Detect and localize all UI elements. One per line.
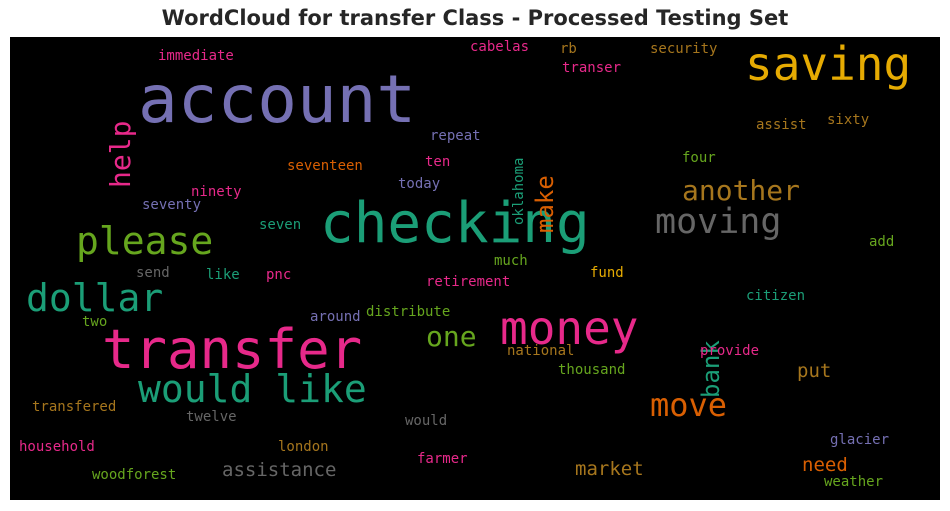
wordcloud-word: around	[310, 309, 361, 325]
wordcloud-word: household	[19, 439, 95, 455]
wordcloud-word: fund	[590, 265, 624, 281]
wordcloud-word: security	[650, 41, 718, 57]
wordcloud-word: need	[802, 454, 848, 476]
wordcloud-word: distribute	[366, 304, 451, 320]
wordcloud-word: sixty	[827, 112, 870, 128]
wordcloud-word: cabelas	[470, 39, 530, 55]
wordcloud-word: send	[136, 265, 170, 281]
wordcloud-word: checking	[320, 191, 590, 256]
wordcloud-word: citizen	[746, 288, 806, 304]
wordcloud-word: immediate	[158, 48, 234, 64]
wordcloud-word: assistance	[222, 459, 337, 481]
wordcloud-word: oklahoma	[511, 157, 527, 226]
wordcloud-word: put	[797, 360, 832, 382]
wordcloud-word: much	[494, 253, 528, 269]
wordcloud-word: would like	[138, 367, 367, 411]
wordcloud-word: market	[575, 458, 644, 480]
wordcloud-word: seven	[259, 217, 302, 233]
wordcloud-word: four	[682, 150, 716, 166]
wordcloud-word: london	[278, 439, 329, 455]
wordcloud-word: saving	[745, 37, 912, 91]
wordcloud-word: national	[507, 343, 575, 359]
wordcloud-word: glacier	[830, 432, 890, 448]
wordcloud-word: repeat	[430, 128, 481, 144]
wordcloud-word: account	[138, 61, 417, 138]
wordcloud-word: money	[500, 301, 639, 355]
wordcloud-word: today	[398, 176, 441, 192]
wordcloud-word: add	[869, 234, 895, 250]
wordcloud-word: woodforest	[92, 467, 177, 483]
wordcloud-word: pnc	[266, 267, 292, 283]
wordcloud-word: one	[426, 320, 477, 353]
wordcloud-word: seventeen	[287, 158, 363, 174]
wordcloud-word: another	[682, 174, 801, 207]
wordcloud-word: farmer	[417, 451, 468, 467]
wordcloud-word: ten	[425, 154, 451, 170]
wordcloud-word: dollar	[26, 276, 164, 320]
wordcloud-word: two	[82, 314, 108, 330]
wordcloud-word: transer	[562, 60, 622, 76]
wordcloud-word: provide	[700, 343, 760, 359]
wordcloud-word: help	[104, 120, 137, 189]
wordcloud-word: seventy	[142, 197, 202, 213]
wordcloud-word: make	[531, 174, 559, 233]
wordcloud-word: transfer	[102, 318, 363, 381]
wordcloud-word: assist	[756, 117, 807, 133]
wordcloud-word: please	[76, 219, 214, 263]
wordcloud-word: weather	[824, 474, 884, 490]
wordcloud-word: rb	[560, 41, 577, 57]
wordcloud-canvas: account checking transfer saving money would …	[10, 37, 940, 500]
wordcloud-word: moving	[655, 202, 782, 242]
wordcloud-word: move	[650, 386, 728, 424]
wordcloud-word: ninety	[191, 184, 242, 200]
wordcloud-word: would	[405, 413, 448, 429]
wordcloud-word: twelve	[186, 409, 237, 425]
wordcloud-word: transfered	[32, 399, 117, 415]
wordcloud-word: thousand	[558, 362, 626, 378]
wordcloud-word: retirement	[426, 274, 511, 290]
chart-title: WordCloud for transfer Class - Processed…	[161, 6, 789, 30]
wordcloud-word: like	[206, 267, 240, 283]
